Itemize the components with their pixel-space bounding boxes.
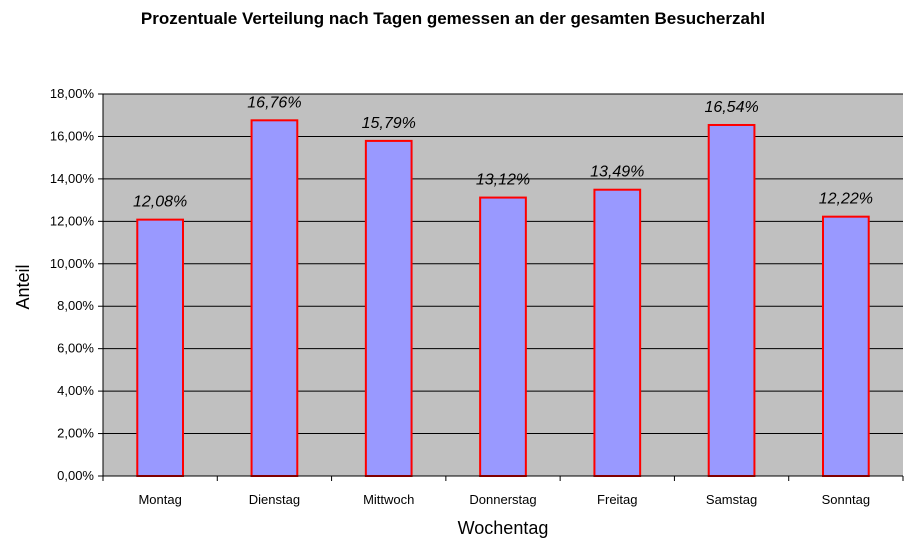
bar-sonntag: [822, 215, 870, 477]
bar-mittwoch: [364, 139, 413, 477]
y-tick-label: 8,00%: [57, 298, 94, 313]
x-tick-label: Freitag: [597, 492, 637, 507]
x-tick-label: Mittwoch: [363, 492, 414, 507]
y-tick-label: 14,00%: [50, 171, 95, 186]
y-tick-label: 2,00%: [57, 426, 94, 441]
data-labels: 12,08% 16,76% 15,79% 13,12% 13,49% 16,54% 12,2…: [133, 94, 873, 210]
y-tick-label: 12,00%: [50, 213, 95, 228]
bars: [136, 119, 870, 478]
x-tick-label: Sonntag: [822, 492, 870, 507]
y-tick-label: 0,00%: [57, 468, 94, 483]
axes: [102, 94, 903, 477]
x-tick-labels: Montag Dienstag Mittwoch Donnerstag Freitag S…: [102, 476, 904, 507]
data-label: 12,08%: [133, 194, 187, 211]
y-axis-label: Anteil: [13, 264, 33, 309]
data-label: 16,54%: [704, 99, 758, 116]
y-tick-label: 18,00%: [50, 86, 95, 101]
data-label: 15,79%: [362, 115, 416, 132]
x-axis-label: Wochentag: [458, 518, 549, 538]
chart-title: Prozentuale Verteilung nach Tagen gemess…: [141, 9, 765, 28]
y-tick-label: 4,00%: [57, 383, 94, 398]
x-tick-label: Montag: [138, 492, 181, 507]
bar-montag: [136, 218, 185, 477]
data-label: 16,76%: [247, 94, 301, 111]
data-label: 12,22%: [819, 191, 873, 208]
data-label: 13,49%: [590, 164, 644, 181]
bar-samstag: [707, 123, 756, 478]
bar-donnerstag: [479, 196, 527, 477]
x-tick-label: Dienstag: [249, 492, 300, 507]
y-tick-label: 16,00%: [50, 128, 95, 143]
bar-dienstag: [250, 119, 299, 477]
x-tick-label: Donnerstag: [469, 492, 536, 507]
bar-freitag: [593, 188, 642, 477]
y-tick-label: 10,00%: [50, 256, 95, 271]
x-tick-label: Samstag: [706, 492, 757, 507]
y-tick-label: 6,00%: [57, 341, 94, 356]
y-tick-labels: 0,00% 2,00% 4,00% 6,00% 8,00% 10,00% 12,00% 14,…: [50, 86, 103, 483]
data-label: 13,12%: [476, 172, 530, 189]
